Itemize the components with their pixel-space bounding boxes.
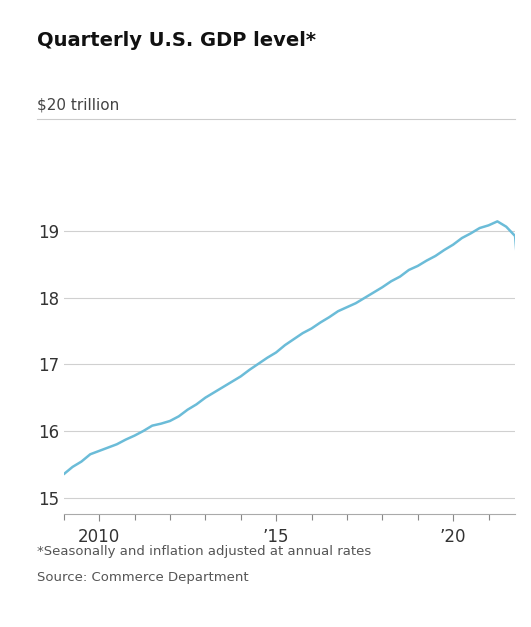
Text: *Seasonally and inflation adjusted at annual rates: *Seasonally and inflation adjusted at an… — [37, 545, 371, 559]
Text: Source: Commerce Department: Source: Commerce Department — [37, 571, 249, 584]
Text: $20 trillion: $20 trillion — [37, 97, 119, 112]
Text: Quarterly U.S. GDP level*: Quarterly U.S. GDP level* — [37, 31, 316, 50]
